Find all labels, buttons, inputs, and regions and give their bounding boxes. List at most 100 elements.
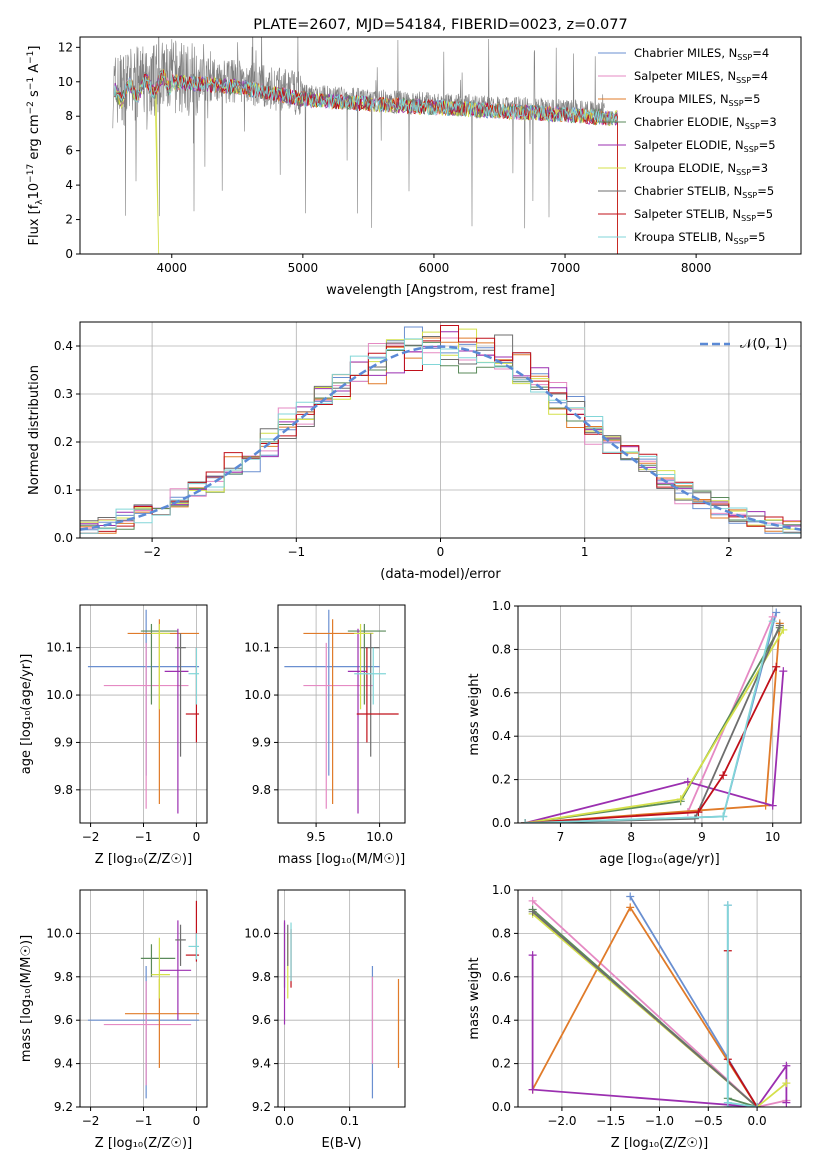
- y-tick-label: 9.9: [54, 735, 73, 749]
- panel-age_vs_Z: −2 −1 0 9.8 9.9 10.0 10.1 Z [log₁₀(Z/Z☉)] age [l…: [19, 604, 208, 867]
- y-axis-label: Flux [fλ10−17 erg cm−2 s−1 A−1]: [26, 46, 45, 246]
- errorbar-point: [151, 937, 170, 999]
- errorbars: [283, 920, 400, 1099]
- y-tick-label: 12: [58, 40, 73, 54]
- x-tick-label: −1.5: [596, 1114, 625, 1128]
- y-tick-label: 1.0: [492, 883, 511, 897]
- x-tick-label: −0.5: [694, 1114, 723, 1128]
- y-tick-label: 9.8: [252, 783, 271, 797]
- weight-series-line: [525, 666, 778, 823]
- x-tick-label: 0: [193, 830, 201, 844]
- y-tick-label: 9.4: [54, 1057, 73, 1071]
- legend-label-pre: Kroupa STELIB, N: [634, 230, 734, 244]
- weight-lines: [521, 608, 788, 823]
- legend-label-post: =3: [751, 161, 768, 175]
- weight-marker: [772, 608, 781, 617]
- weight-marker: [719, 771, 728, 780]
- y-axis-label-part: Flux [f: [27, 204, 42, 245]
- residual-histogram: [80, 324, 801, 538]
- legend-label: Chabrier STELIB, NSSP=5: [634, 184, 774, 200]
- y-tick-label: 2: [65, 213, 73, 227]
- weight-series-line: [525, 625, 781, 823]
- y-tick-label: 0.8: [492, 926, 511, 940]
- y-tick-label: 0.6: [492, 970, 511, 984]
- weight-marker: [779, 667, 788, 676]
- histograms: [80, 324, 801, 538]
- y-tick-label: 9.6: [54, 1013, 73, 1027]
- y-tick-label: 10.1: [244, 641, 271, 655]
- legend-label-sub: SSP: [745, 122, 760, 131]
- legend-label-post: =5: [759, 138, 776, 152]
- errorbar-point: [151, 623, 170, 710]
- weight-marker: [719, 812, 728, 821]
- y-tick-label: 10.0: [244, 926, 271, 940]
- x-tick-label: 1: [581, 545, 589, 559]
- x-tick-label: 10.0: [366, 830, 393, 844]
- axes-frame: [277, 889, 406, 1108]
- legend-label-pre: Salpeter STELIB, N: [634, 207, 741, 221]
- y-tick-label: 0.0: [492, 1100, 511, 1114]
- y-tick-label: 9.2: [252, 1100, 271, 1114]
- x-tick-label: 0.1: [340, 1114, 359, 1128]
- x-tick-label: 10: [765, 830, 780, 844]
- axes-frame: [79, 36, 802, 255]
- legend-label-pre: Kroupa MILES, N: [634, 92, 729, 106]
- errorbar-point: [175, 633, 186, 757]
- x-tick-label: −2: [143, 545, 161, 559]
- legend-label-post: =4: [751, 69, 768, 83]
- x-tick-label: 2: [725, 545, 733, 559]
- panel-mass_vs_Z: −2 −1 0 9.2 9.4 9.6 9.8 10.0 Z [log₁₀(Z/Z☉)] mass…: [19, 889, 208, 1151]
- legend-label: Salpeter ELODIE, NSSP=5: [634, 138, 776, 154]
- y-tick-label: 9.6: [252, 1013, 271, 1027]
- weight-series-line: [532, 911, 758, 1107]
- axes-frame: [517, 605, 802, 824]
- errorbar-point: [188, 647, 200, 705]
- y-tick-label: 9.4: [252, 1057, 271, 1071]
- y-tick-label: 10.0: [46, 688, 73, 702]
- legend-label: Kroupa MILES, NSSP=5: [634, 92, 760, 108]
- errorbar-point: [303, 619, 374, 805]
- weight-series-line: [524, 671, 785, 823]
- legend-label: Salpeter MILES, NSSP=4: [634, 69, 768, 85]
- y-tick-label: 9.9: [252, 735, 271, 749]
- weight-marker: [626, 903, 635, 912]
- residual-histogram: [80, 338, 801, 538]
- x-tick-label: 8: [627, 830, 635, 844]
- y-tick-label: 10: [58, 75, 73, 89]
- weight-series-line: [525, 623, 781, 823]
- errorbar-point: [140, 944, 176, 977]
- legend-label-pre: Chabrier MILES, N: [634, 46, 737, 60]
- weight-series-line: [532, 913, 787, 1107]
- errorbar-point: [124, 978, 200, 1068]
- legend-label-sub: SSP: [741, 214, 756, 223]
- x-axis-label: Z [log₁₀(Z/Z☉)]: [611, 1136, 708, 1151]
- y-tick-label: 0: [65, 247, 73, 261]
- x-tick-label: 4000: [156, 261, 187, 275]
- legend-label-post: =4: [752, 46, 769, 60]
- weight-marker: [690, 814, 699, 823]
- weight-marker: [768, 801, 777, 810]
- weight-series-line: [531, 900, 787, 1107]
- legend-label-pre: Salpeter ELODIE, N: [634, 138, 744, 152]
- weight-marker: [723, 901, 732, 910]
- model-spectrum-line: [113, 70, 618, 125]
- legend-label: 𝒩(0, 1): [740, 337, 787, 352]
- weight-series-line: [531, 955, 788, 1107]
- weight-marker: [694, 808, 703, 817]
- legend-label: Kroupa STELIB, NSSP=5: [634, 230, 765, 246]
- weight-marker: [528, 896, 537, 905]
- chart-title: PLATE=2607, MJD=54184, FIBERID=0023, z=0…: [253, 17, 627, 33]
- x-tick-label: 7: [557, 830, 565, 844]
- errorbar-point: [159, 920, 192, 1021]
- x-tick-label: 5000: [288, 261, 319, 275]
- axes-frame: [277, 604, 406, 824]
- x-tick-label: −2.0: [547, 1114, 576, 1128]
- y-tick-label: 9.2: [54, 1100, 73, 1114]
- y-tick-label: 0.6: [492, 686, 511, 700]
- residual-histogram: [80, 334, 801, 538]
- legend-label-post: =5: [744, 92, 761, 106]
- x-tick-label: 9.5: [307, 830, 326, 844]
- y-tick-label: 0.0: [492, 816, 511, 830]
- y-axis-label-part: −2: [26, 101, 36, 114]
